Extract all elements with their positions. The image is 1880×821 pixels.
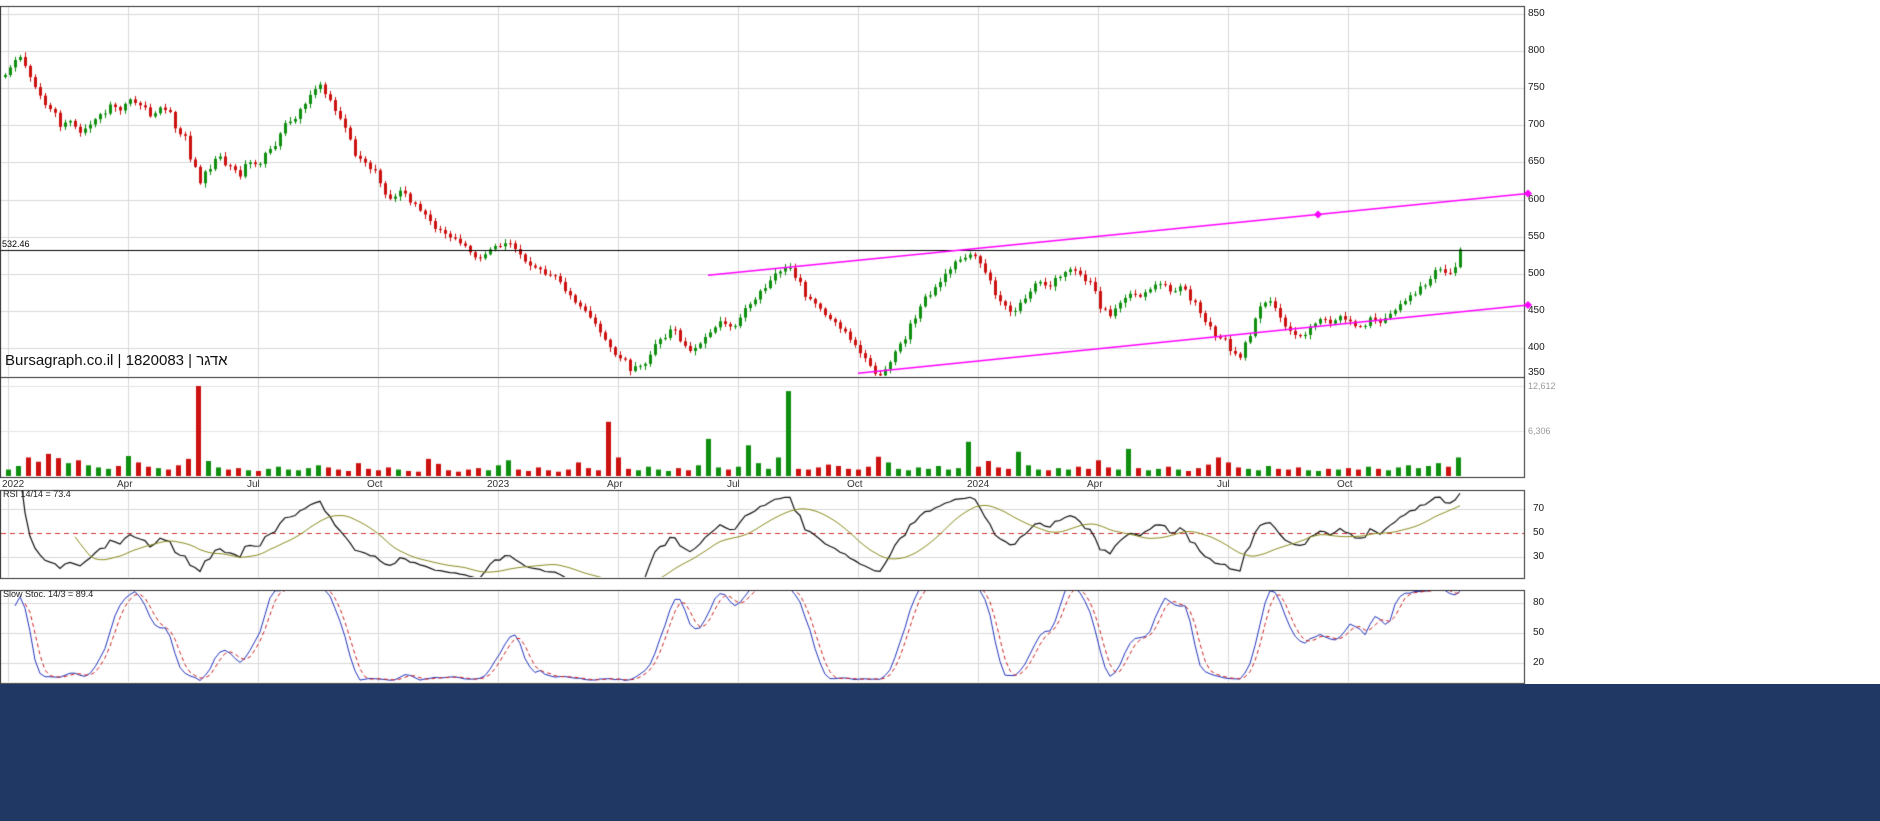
volume-axis-label-mid: 6,306 [1528, 426, 1551, 436]
footer-strip [0, 684, 1880, 821]
watermark-title: Bursagraph.co.il | 1820083 | אדגר [5, 352, 228, 369]
stochastic-indicator-label: Slow Stoc. 14/3 = 89.4 [3, 589, 93, 599]
rsi-indicator-label: RSI 14/14 = 73.4 [3, 489, 71, 499]
price-level-label: 532.46 [2, 239, 30, 249]
volume-axis-label-max: 12,612 [1528, 381, 1556, 391]
chart-window: Bursagraph.co.il | 1820083 | אדגר 532.46… [0, 0, 1880, 821]
